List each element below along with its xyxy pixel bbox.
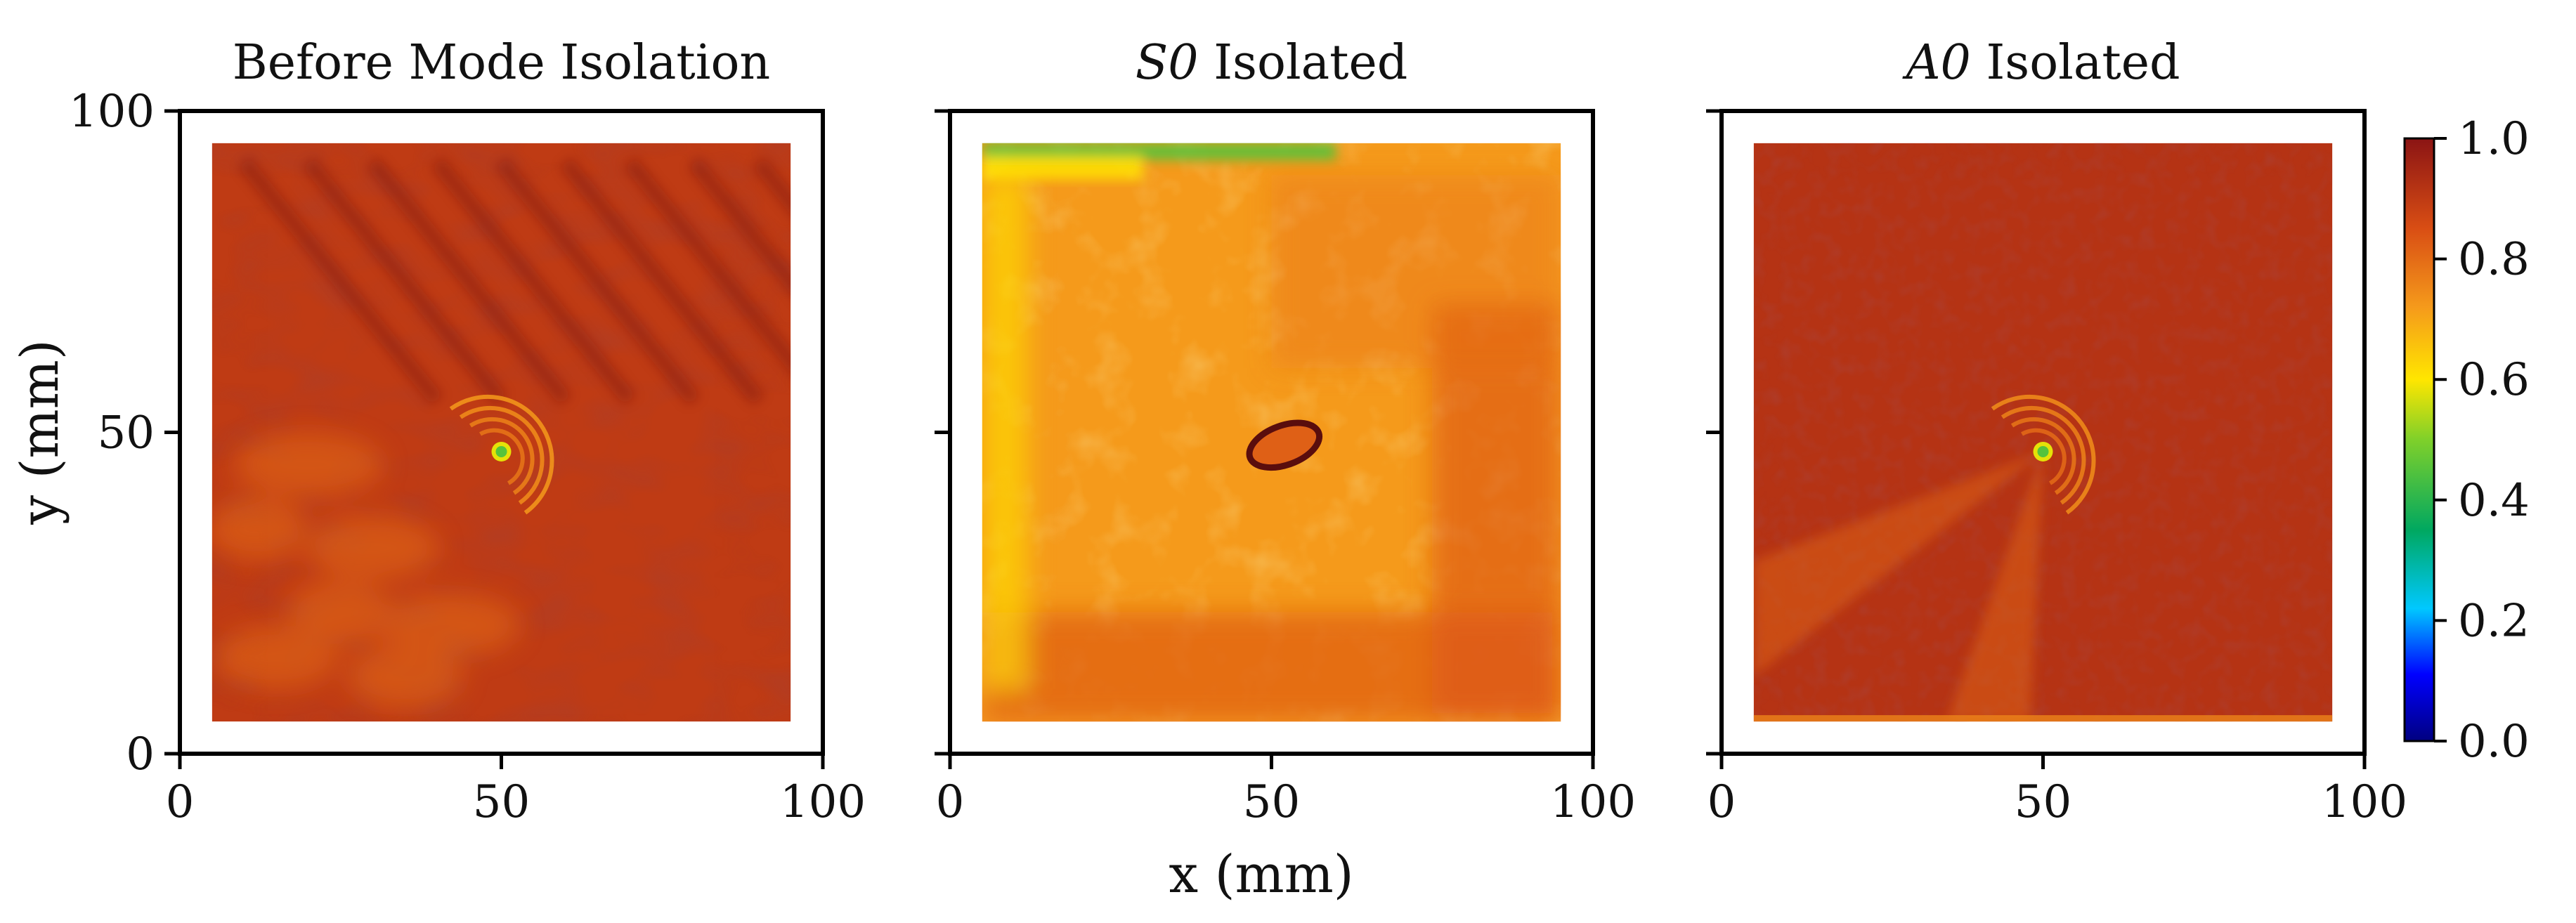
colorbar-ticks: 0.0 0.2 0.4 0.6 0.8 1.0 (2434, 113, 2530, 768)
x-tick-label: 0 (936, 776, 965, 828)
x-tick-label: 100 (1550, 776, 1636, 828)
x-tick-label: 100 (2322, 776, 2407, 828)
x-tick-label: 0 (166, 776, 195, 828)
colorbar-tick-label: 0.8 (2458, 234, 2530, 286)
x-tick-label: 100 (780, 776, 866, 828)
y-axis-label: y (mm) (10, 339, 70, 525)
y-tick-label: 50 (98, 407, 155, 459)
y-tick-label: 100 (69, 86, 155, 138)
panel-title-text: Before Mode Isolation (233, 35, 770, 91)
panel-1: Before Mode Isolation 0 50 100 0 50 100 (69, 35, 866, 828)
x-axis-label: x (mm) (1169, 844, 1353, 905)
heatmap-image (982, 143, 1561, 722)
colorbar-tick-label: 0.2 (2458, 595, 2530, 647)
panel-title: Before Mode Isolation (233, 35, 770, 91)
heatmap-image (1753, 143, 2333, 722)
panel-title-text: Isolated (1199, 35, 1408, 91)
x-tick-label: 50 (2015, 776, 2071, 828)
colorbar-tick-label: 0.0 (2458, 716, 2530, 768)
colorbar-tick-label: 0.6 (2458, 354, 2530, 406)
colorbar-tick-label: 0.4 (2458, 475, 2530, 527)
heatmap-image (212, 143, 791, 722)
colorbar: 0.0 0.2 0.4 0.6 0.8 1.0 (2403, 113, 2530, 768)
y-tick-label: 0 (126, 728, 155, 780)
panel-title-mode: A0 (1901, 35, 1970, 91)
panel-3: A0 Isolated 0 50 100 (1706, 35, 2407, 828)
x-tick-label: 50 (1243, 776, 1300, 828)
panel-2: S0 Isolated 0 50 100 (935, 35, 1636, 828)
panel-title-text: Isolated (1971, 35, 2180, 91)
x-tick-label: 50 (473, 776, 530, 828)
x-tick-label: 0 (1707, 776, 1736, 828)
panel-title: A0 Isolated (1901, 35, 2180, 91)
panel-title-mode: S0 (1136, 35, 1199, 91)
colorbar-gradient (2403, 137, 2435, 742)
colorbar-tick-label: 1.0 (2458, 113, 2530, 165)
panel-title: S0 Isolated (1136, 35, 1408, 91)
